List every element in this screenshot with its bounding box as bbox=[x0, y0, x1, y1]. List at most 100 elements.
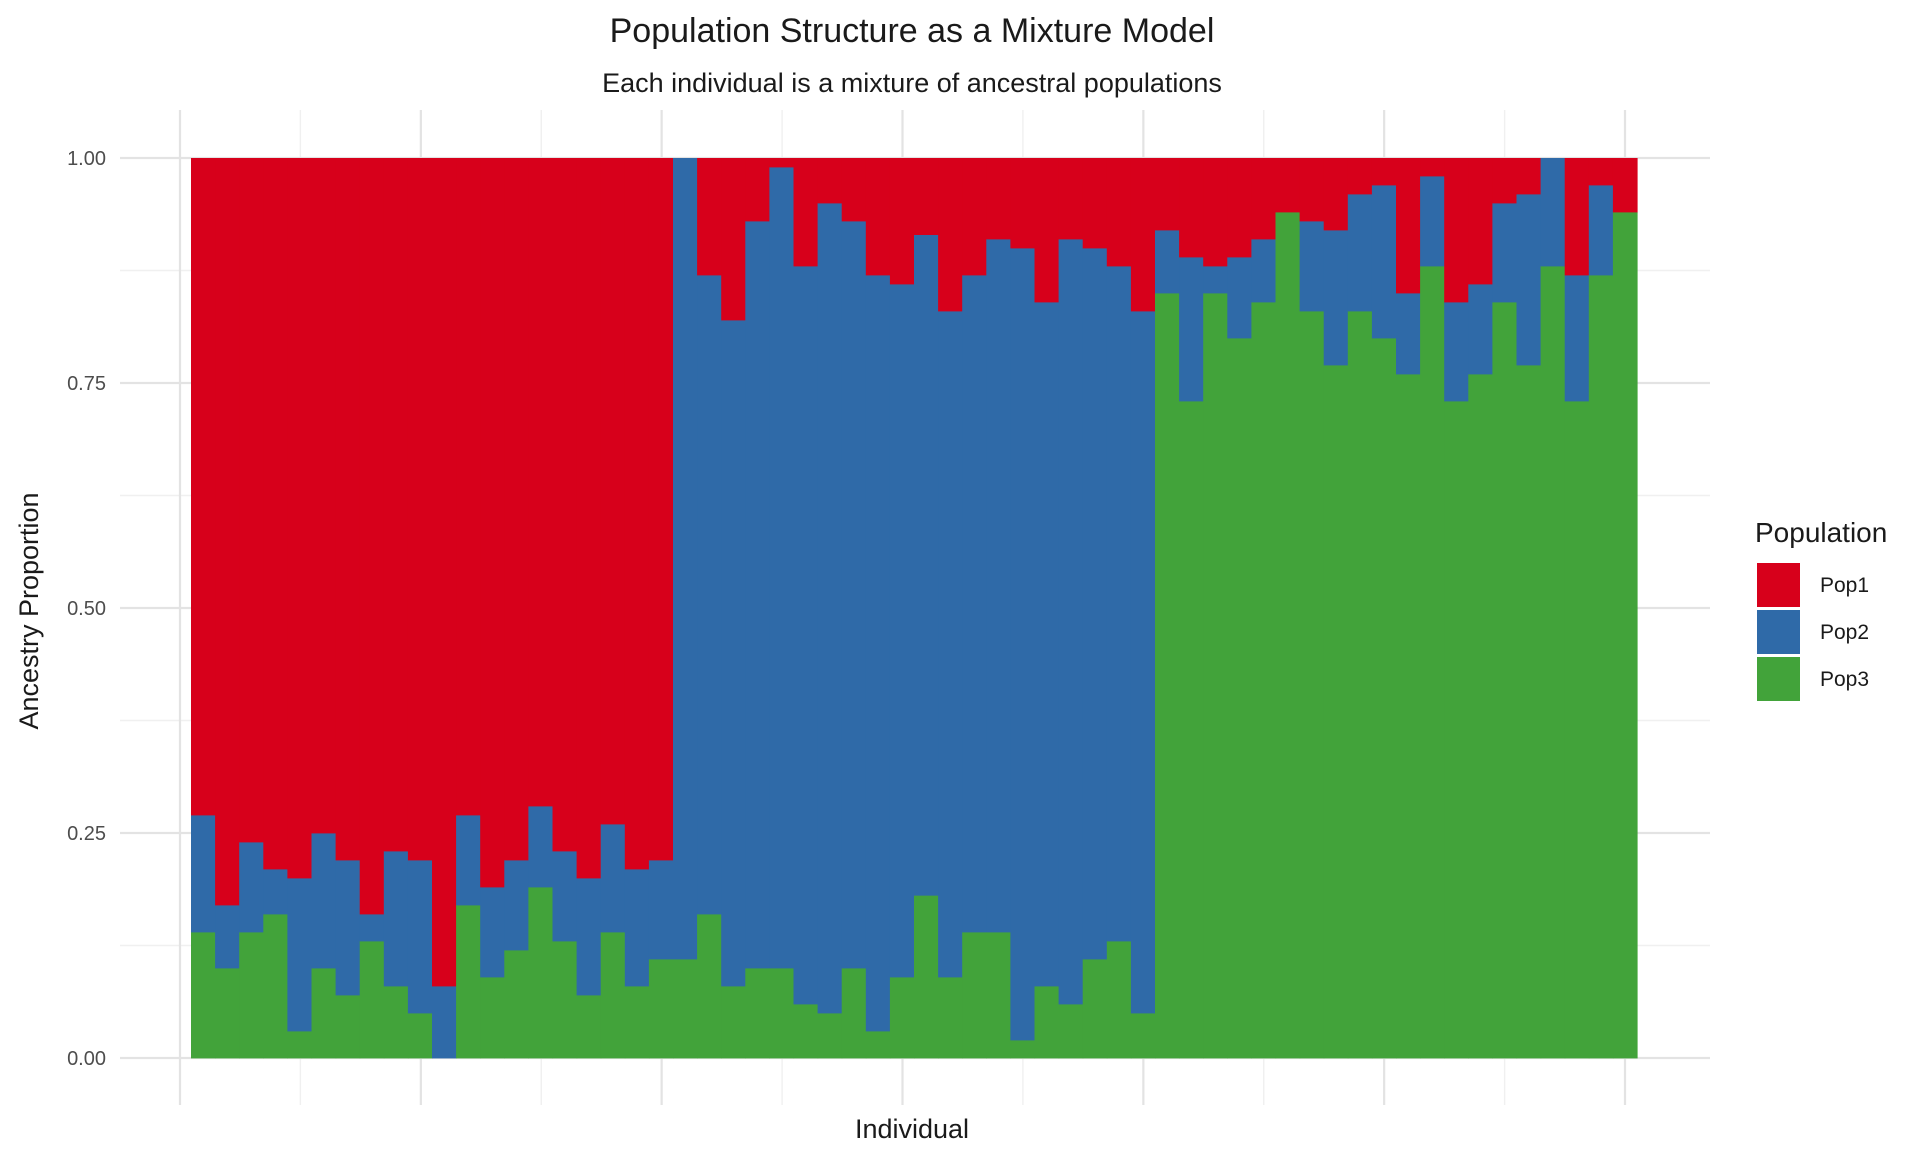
bar-segment-pop3 bbox=[1564, 401, 1590, 1059]
bar-segment-pop1 bbox=[191, 158, 216, 816]
bar-segment-pop1 bbox=[648, 158, 674, 861]
bar-segment-pop2 bbox=[480, 887, 505, 978]
bar-segment-pop1 bbox=[504, 158, 529, 861]
bar-segment-pop3 bbox=[1323, 365, 1349, 1059]
bar-segment-pop3 bbox=[1203, 293, 1228, 1059]
bar-segment-pop1 bbox=[1203, 158, 1228, 267]
legend-key-pop1 bbox=[1757, 563, 1800, 607]
bar-segment-pop2 bbox=[1540, 158, 1566, 267]
bar-segment-pop3 bbox=[1106, 941, 1132, 1059]
bar-segment-pop1 bbox=[1396, 158, 1421, 294]
bar-segment-pop1 bbox=[359, 158, 385, 915]
legend-label-pop2: Pop2 bbox=[1820, 621, 1869, 644]
bar-segment-pop3 bbox=[528, 887, 554, 1059]
bar-segment-pop3 bbox=[1468, 374, 1493, 1059]
bar-segment-pop3 bbox=[889, 977, 915, 1059]
bar-segment-pop2 bbox=[841, 221, 867, 969]
bar-segment-pop2 bbox=[914, 234, 939, 896]
bar-segment-pop3 bbox=[962, 932, 987, 1059]
bar-segment-pop1 bbox=[1155, 158, 1180, 231]
bar-segment-pop1 bbox=[215, 158, 240, 906]
bar-segment-pop1 bbox=[239, 158, 264, 843]
bar-segment-pop1 bbox=[1468, 158, 1493, 285]
bar-segment-pop3 bbox=[383, 986, 409, 1059]
bar-segment-pop1 bbox=[1251, 158, 1277, 240]
bar-segment-pop2 bbox=[504, 860, 529, 951]
bar-segment-pop3 bbox=[1420, 266, 1445, 1059]
bar-segment-pop2 bbox=[697, 275, 722, 915]
bar-segment-pop2 bbox=[1323, 230, 1349, 366]
bar-segment-pop2 bbox=[1444, 302, 1469, 402]
bar-segment-pop3 bbox=[311, 968, 337, 1059]
bar-segment-pop2 bbox=[1420, 176, 1445, 267]
bar-segment-pop3 bbox=[600, 932, 626, 1059]
bar-segment-pop3 bbox=[1179, 401, 1204, 1059]
bar-segment-pop1 bbox=[1179, 158, 1204, 258]
bar-segment-pop3 bbox=[769, 968, 795, 1059]
bar-segment-pop2 bbox=[215, 905, 240, 969]
bar-segment-pop1 bbox=[480, 158, 505, 888]
bar-segment-pop3 bbox=[480, 977, 505, 1059]
bar-segment-pop3 bbox=[1010, 1040, 1036, 1059]
bar-segment-pop2 bbox=[1010, 248, 1036, 1041]
bar-segment-pop3 bbox=[1275, 212, 1301, 1059]
bar-segment-pop3 bbox=[191, 932, 216, 1059]
bar-segment-pop2 bbox=[552, 851, 578, 942]
bar-segment-pop2 bbox=[624, 869, 650, 987]
bar-segment-pop2 bbox=[1588, 185, 1614, 276]
stacked-bars bbox=[191, 158, 1638, 1059]
bar-segment-pop2 bbox=[1203, 266, 1228, 294]
bar-segment-pop2 bbox=[817, 203, 843, 1014]
bar-segment-pop1 bbox=[914, 158, 939, 235]
bar-segment-pop1 bbox=[817, 158, 843, 204]
bar-segment-pop2 bbox=[1058, 239, 1084, 1005]
bar-segment-pop2 bbox=[383, 851, 409, 987]
bar-segment-pop2 bbox=[528, 806, 554, 888]
bar-segment-pop3 bbox=[1227, 338, 1252, 1059]
bar-segment-pop3 bbox=[1347, 311, 1373, 1059]
bar-segment-pop3 bbox=[504, 950, 529, 1059]
bar-segment-pop1 bbox=[335, 158, 361, 861]
bar-segment-pop1 bbox=[311, 158, 337, 834]
bar-segment-pop1 bbox=[938, 158, 963, 312]
bar-segment-pop1 bbox=[1420, 158, 1445, 177]
bar-segment-pop3 bbox=[239, 932, 264, 1059]
bar-segment-pop3 bbox=[215, 968, 240, 1059]
bar-segment-pop2 bbox=[1299, 221, 1325, 312]
bar-segment-pop3 bbox=[335, 995, 361, 1059]
bar-segment-pop3 bbox=[552, 941, 578, 1059]
bar-segment-pop3 bbox=[1130, 1013, 1156, 1059]
legend: Population Pop1 Pop2 Pop3 bbox=[1755, 517, 1887, 701]
bar-segment-pop3 bbox=[624, 986, 650, 1059]
bar-segment-pop2 bbox=[335, 860, 361, 996]
y-tick-label: 1.00 bbox=[67, 148, 106, 170]
y-tick-label: 0.25 bbox=[67, 823, 106, 845]
bar-segment-pop2 bbox=[1179, 257, 1204, 402]
bar-segment-pop2 bbox=[1492, 203, 1518, 303]
bar-segment-pop3 bbox=[1396, 374, 1421, 1059]
bar-segment-pop3 bbox=[1251, 302, 1277, 1059]
bar-segment-pop2 bbox=[456, 815, 481, 906]
bar-segment-pop1 bbox=[1371, 158, 1397, 186]
bar-segment-pop3 bbox=[793, 1004, 819, 1059]
bar-segment-pop3 bbox=[1155, 293, 1180, 1059]
bar-segment-pop3 bbox=[745, 968, 770, 1059]
bar-segment-pop1 bbox=[576, 158, 602, 879]
bar-segment-pop1 bbox=[1588, 158, 1614, 186]
bar-segment-pop2 bbox=[432, 986, 457, 1059]
bar-segment-pop1 bbox=[600, 158, 626, 825]
bar-segment-pop1 bbox=[1492, 158, 1518, 204]
bar-segment-pop3 bbox=[721, 986, 746, 1059]
bar-segment-pop3 bbox=[865, 1031, 891, 1059]
bar-segment-pop2 bbox=[1564, 275, 1590, 402]
bar-segment-pop3 bbox=[1082, 959, 1108, 1059]
bar-segment-pop1 bbox=[889, 158, 915, 285]
bar-segment-pop1 bbox=[383, 158, 409, 852]
legend-key-pop3 bbox=[1757, 657, 1800, 701]
bar-segment-pop1 bbox=[1275, 158, 1301, 213]
bar-segment-pop1 bbox=[1564, 158, 1590, 276]
legend-title: Population bbox=[1755, 517, 1887, 548]
bar-segment-pop1 bbox=[697, 158, 722, 276]
bar-segment-pop2 bbox=[263, 869, 288, 915]
bar-segment-pop1 bbox=[745, 158, 770, 222]
